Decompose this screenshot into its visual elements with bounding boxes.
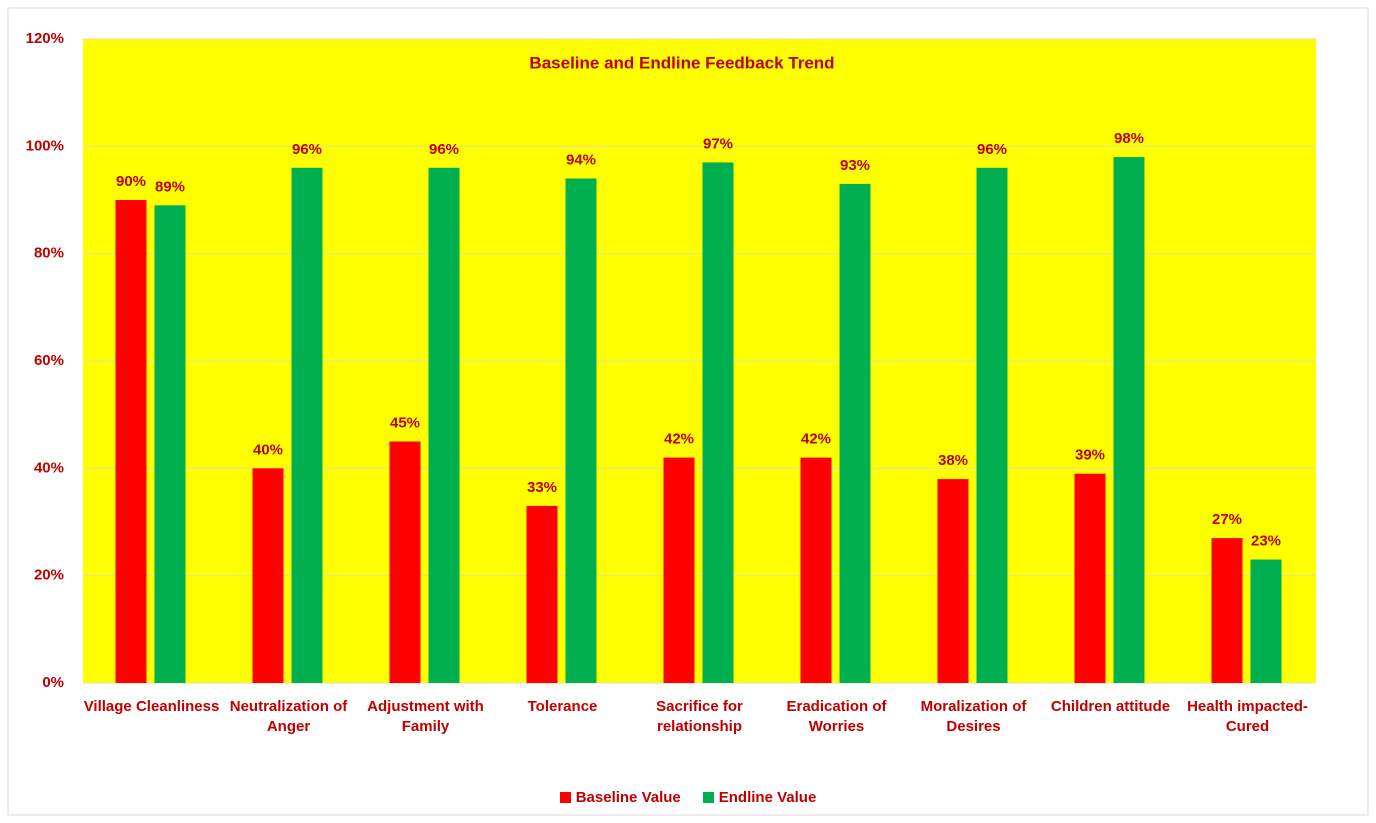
bar xyxy=(115,200,147,683)
data-label: 42% xyxy=(801,431,831,448)
bar xyxy=(526,505,558,683)
x-tick-label: Eradication of Worries xyxy=(786,698,887,735)
data-label: 42% xyxy=(664,431,694,448)
data-label: 97% xyxy=(703,135,733,152)
bar xyxy=(565,178,597,684)
bar xyxy=(154,205,186,683)
bar xyxy=(937,479,969,683)
legend-swatch xyxy=(702,792,714,803)
y-tick-label: 60% xyxy=(34,352,64,369)
bar xyxy=(1211,538,1243,683)
bar xyxy=(800,457,832,683)
y-tick-label: 80% xyxy=(34,245,64,262)
bar xyxy=(389,441,421,683)
data-label: 93% xyxy=(840,157,870,174)
bar xyxy=(663,457,695,683)
bar xyxy=(839,183,871,683)
bar xyxy=(1074,473,1106,683)
legend-item: Endline Value xyxy=(702,789,817,806)
legend-swatch xyxy=(559,792,571,803)
data-label: 96% xyxy=(292,141,322,158)
bar xyxy=(702,162,734,683)
data-label: 38% xyxy=(938,452,968,469)
bar xyxy=(1250,559,1282,683)
data-label: 40% xyxy=(253,441,283,458)
data-label: 45% xyxy=(390,414,420,431)
bar xyxy=(976,167,1008,684)
y-tick-label: 40% xyxy=(34,459,64,476)
data-label: 89% xyxy=(155,178,185,195)
data-label: 96% xyxy=(429,141,459,158)
x-tick-label: Moralization of Desires xyxy=(920,698,1027,735)
data-label: 90% xyxy=(116,173,146,190)
x-tick-label: Sacrifice for relationship xyxy=(656,698,743,735)
legend: Baseline Value Endline Value xyxy=(0,789,1376,806)
legend-item: Baseline Value xyxy=(559,789,681,806)
y-tick-label: 100% xyxy=(26,137,64,154)
chart-title: Baseline and Endline Feedback Trend xyxy=(529,53,834,72)
data-label: 39% xyxy=(1075,447,1105,464)
y-tick-label: 0% xyxy=(42,674,64,691)
x-tick-label: Health impacted-Cured xyxy=(1187,698,1308,735)
bar xyxy=(428,167,460,684)
bar xyxy=(1113,157,1145,684)
chart-border xyxy=(7,7,1369,816)
data-label: 96% xyxy=(977,141,1007,158)
data-label: 27% xyxy=(1212,511,1242,528)
legend-label: Endline Value xyxy=(718,789,817,806)
data-label: 33% xyxy=(527,479,557,496)
y-tick-label: 120% xyxy=(26,30,64,47)
x-tick-label: Neutralization of Anger xyxy=(229,698,348,735)
data-label: 98% xyxy=(1114,130,1144,147)
bar xyxy=(252,468,284,683)
legend-label: Baseline Value xyxy=(575,789,681,806)
x-tick-label: Village Cleanliness xyxy=(83,698,220,715)
data-label: 94% xyxy=(566,152,596,169)
data-label: 23% xyxy=(1251,533,1281,550)
y-tick-label: 20% xyxy=(34,567,64,584)
x-tick-label: Children attitude xyxy=(1050,698,1171,715)
x-tick-label: Adjustment with Family xyxy=(367,698,484,735)
bar xyxy=(291,167,323,684)
x-tick-label: Tolerance xyxy=(527,698,598,715)
